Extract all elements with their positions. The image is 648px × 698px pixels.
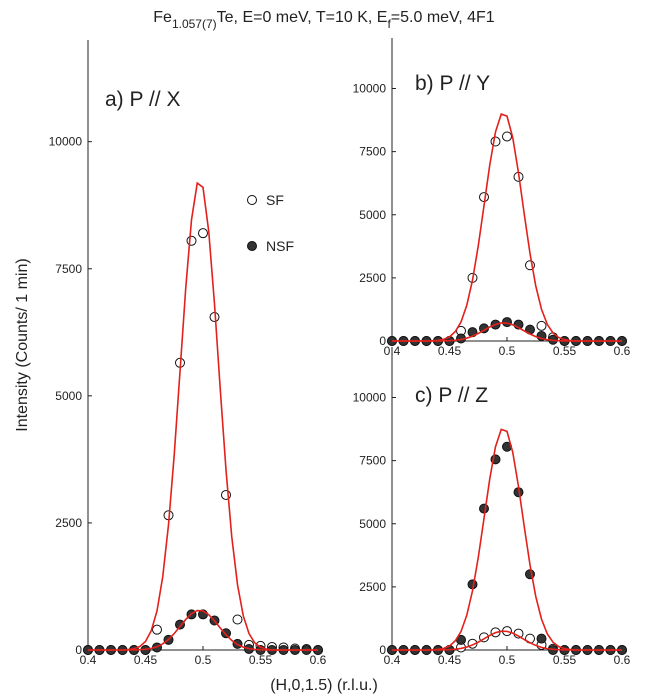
x-tick-label: 0.6 — [310, 653, 327, 667]
figure-title: Fe1.057(7)Te, E=0 meV, T=10 K, Ef=5.0 me… — [153, 9, 495, 31]
y-tick-label: 2500 — [55, 516, 82, 530]
x-tick-label: 0.6 — [614, 344, 631, 358]
panel-title: a) P // X — [105, 88, 180, 111]
marker — [525, 569, 535, 580]
marker — [536, 633, 547, 644]
fit-line — [88, 181, 318, 651]
y-tick-label: 0 — [379, 643, 386, 657]
x-axis-label: (H,0,1.5) (r.l.u.) — [270, 677, 378, 694]
title-text: Fe — [153, 9, 172, 26]
y-tick-label: 0 — [75, 643, 82, 657]
y-tick-label: 2500 — [359, 271, 386, 285]
panel-title: c) P // Z — [415, 384, 488, 407]
title-text: Te, E=0 meV, T=10 K, E — [217, 9, 388, 26]
marker — [232, 614, 243, 625]
fit-line — [392, 322, 622, 342]
y-tick-label: 5000 — [359, 517, 386, 531]
legend-label: NSF — [266, 238, 294, 254]
y-tick-label: 10000 — [49, 135, 83, 149]
marker — [186, 235, 197, 246]
y-axis-label: Intensity (Counts/ 1 min) — [14, 258, 31, 431]
x-tick-label: 0.5 — [499, 653, 516, 667]
x-tick-label: 0.55 — [553, 653, 577, 667]
y-tick-label: 7500 — [359, 145, 386, 159]
title-subscript: f — [387, 17, 391, 31]
marker — [152, 624, 162, 635]
panel-title: b) P // Y — [415, 72, 490, 95]
x-tick-label: 0.6 — [614, 653, 631, 667]
x-tick-label: 0.45 — [134, 653, 158, 667]
y-tick-label: 0 — [379, 334, 386, 348]
x-tick-label: 0.5 — [499, 344, 516, 358]
y-tick-label: 10000 — [353, 82, 387, 96]
legend-label: SF — [266, 192, 284, 208]
marker — [479, 503, 489, 514]
legend-marker — [247, 241, 257, 251]
marker — [175, 619, 185, 630]
x-tick-label: 0.45 — [438, 344, 462, 358]
x-tick-label: 0.55 — [249, 653, 273, 667]
marker — [490, 136, 501, 147]
x-tick-label: 0.45 — [438, 653, 462, 667]
fit-line — [392, 113, 622, 342]
title-text: =5.0 meV, 4F1 — [391, 9, 495, 26]
marker — [198, 228, 208, 239]
y-tick-label: 5000 — [55, 389, 82, 403]
legend-marker — [247, 195, 257, 205]
x-tick-label: 0.5 — [195, 653, 212, 667]
fit-line — [88, 609, 318, 651]
y-tick-label: 5000 — [359, 208, 386, 222]
x-tick-label: 0.55 — [553, 344, 577, 358]
x-tick-label: 0.4 — [80, 653, 97, 667]
marker — [502, 317, 512, 328]
title-subscript: 1.057(7) — [172, 17, 217, 31]
y-tick-label: 7500 — [359, 454, 386, 468]
y-tick-label: 2500 — [359, 580, 386, 594]
fit-line — [392, 630, 622, 651]
y-tick-label: 7500 — [55, 262, 82, 276]
marker — [502, 131, 512, 142]
fit-line — [392, 428, 622, 651]
y-tick-label: 10000 — [353, 391, 387, 405]
x-tick-label: 0.4 — [384, 653, 401, 667]
marker — [536, 320, 547, 331]
